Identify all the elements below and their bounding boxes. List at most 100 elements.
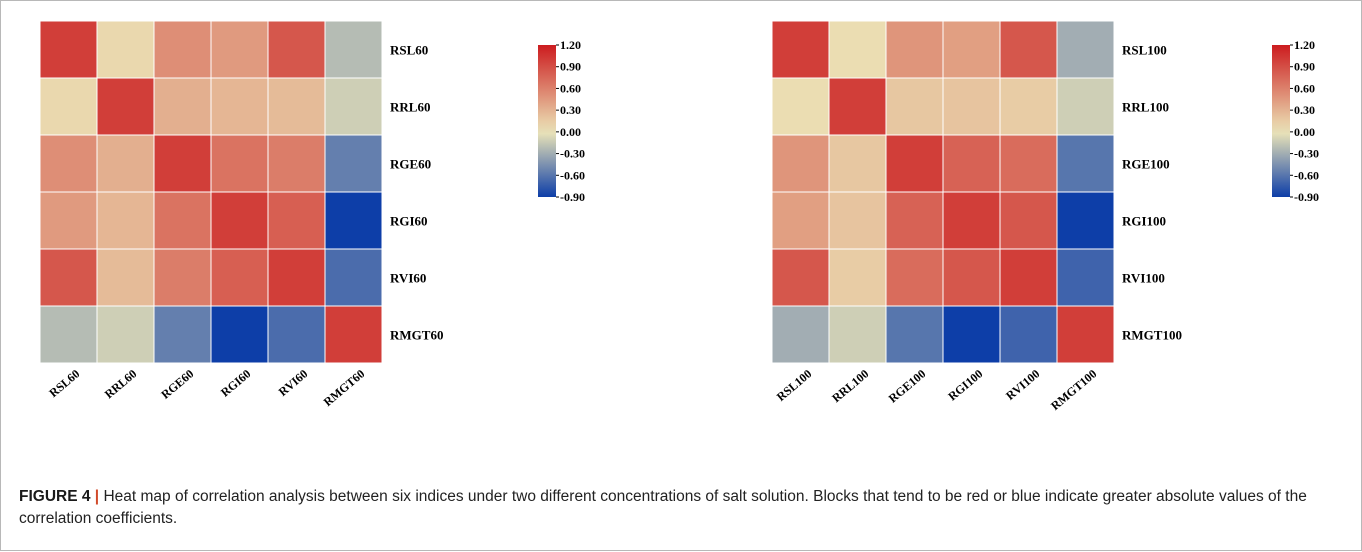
heatmap-cell (942, 20, 1001, 79)
heatmap-cell (942, 248, 1001, 307)
row-label: RRL60 (390, 100, 430, 115)
heatmap-cell (39, 134, 98, 193)
heatmap-cell (999, 248, 1058, 307)
heatmap-cell (999, 191, 1058, 250)
heatmap-cell (1056, 248, 1115, 307)
heatmap-cell (96, 248, 155, 307)
heatmap-cell (39, 20, 98, 79)
heatmap-cell (942, 77, 1001, 136)
heatmap-cell (210, 134, 269, 193)
heatmap-cell (96, 77, 155, 136)
colorbar-tick-label: 0.30 (1294, 103, 1315, 117)
heatmap-cell (771, 20, 830, 79)
colorbar (538, 45, 556, 197)
colorbar-tick-label: 0.00 (1294, 125, 1315, 139)
heatmap-cell (324, 191, 383, 250)
heatmap-cell (942, 134, 1001, 193)
column-label: RGE100 (886, 367, 929, 406)
heatmap-cell (153, 134, 212, 193)
heatmap-cell (267, 248, 326, 307)
colorbar-tick-label: 0.90 (560, 60, 581, 74)
heatmap-cell (942, 191, 1001, 250)
column-label: RGE60 (158, 367, 196, 402)
row-label: RGE100 (1122, 157, 1170, 172)
heatmap-cell (771, 191, 830, 250)
row-label: RSL100 (1122, 43, 1167, 58)
column-label: RVI60 (276, 367, 311, 399)
heatmap-cell (885, 134, 944, 193)
column-label: RMGT100 (1048, 367, 1099, 413)
heatmap-cell (210, 248, 269, 307)
heatmap-cell (96, 191, 155, 250)
heatmap-cell (885, 305, 944, 364)
colorbar-tick-label: -0.90 (560, 190, 585, 204)
colorbar-tick-label: 0.90 (1294, 60, 1315, 74)
column-label: RRL100 (829, 367, 871, 406)
heatmap-cell (771, 248, 830, 307)
row-label: RGI60 (390, 214, 428, 229)
heatmap-cell (771, 305, 830, 364)
heatmap-cell (828, 134, 887, 193)
colorbar-tick-label: 0.60 (1294, 81, 1315, 95)
colorbar-tick-label: 1.20 (1294, 38, 1315, 52)
row-label: RVI100 (1122, 271, 1165, 286)
row-label: RMGT100 (1122, 328, 1182, 343)
row-label: RVI60 (390, 271, 426, 286)
column-label: RSL100 (774, 367, 815, 404)
heatmap-cell (96, 305, 155, 364)
heatmap-1: RSL60 RRL60 RGE60 RGI60 RVI60 RMGT60 RSL60 RRL6… (39, 20, 585, 409)
heatmap-cell (39, 77, 98, 136)
heatmap-cell (771, 134, 830, 193)
heatmap-cell (210, 77, 269, 136)
heatmap-cell (324, 20, 383, 79)
heatmap-cell (1056, 77, 1115, 136)
heatmap-cell (1056, 20, 1115, 79)
colorbar-tick-label: -0.30 (1294, 147, 1319, 161)
colorbar-tick-label: -0.30 (560, 147, 585, 161)
heatmap-cell (885, 20, 944, 79)
figure-label: FIGURE 4 (19, 488, 91, 505)
column-label: RMGT60 (321, 367, 368, 409)
heatmap-cell (771, 77, 830, 136)
heatmap-cell (153, 191, 212, 250)
heatmap-cell (828, 77, 887, 136)
colorbar (1272, 45, 1290, 197)
row-label: RGE60 (390, 157, 431, 172)
heatmap-cell (153, 305, 212, 364)
heatmap-cell (885, 77, 944, 136)
heatmap-cell (267, 77, 326, 136)
row-label: RRL100 (1122, 100, 1169, 115)
heatmap-cell (828, 305, 887, 364)
colorbar-tick-label: -0.60 (1294, 168, 1319, 182)
heatmap-cell (153, 77, 212, 136)
heatmap-cell (1056, 134, 1115, 193)
column-label: RVI100 (1003, 367, 1042, 403)
column-label: RGI100 (945, 367, 985, 404)
colorbar-tick-label: 1.20 (560, 38, 581, 52)
heatmap-cell (39, 191, 98, 250)
heatmap-cell (153, 248, 212, 307)
heatmap-cell (324, 305, 383, 364)
heatmap-cell (267, 191, 326, 250)
heatmap-cell (885, 248, 944, 307)
colorbar-tick-label: 0.00 (560, 125, 581, 139)
heatmap-cell (39, 248, 98, 307)
heatmap-2: RSL100RRL100RGE100RGI100RVI100RMGT100RSL… (771, 20, 1319, 413)
colorbar-tick-label: -0.60 (560, 168, 585, 182)
heatmap-cell (942, 305, 1001, 364)
caption-separator: | (94, 488, 100, 505)
heatmap-cell (1056, 305, 1115, 364)
heatmap-cell (999, 305, 1058, 364)
heatmap-cell (267, 134, 326, 193)
column-label: RGI60 (218, 367, 254, 400)
heatmap-cell (999, 77, 1058, 136)
colorbar-tick-label: 0.60 (560, 81, 581, 95)
row-label: RGI100 (1122, 214, 1166, 229)
heatmap-cell (96, 20, 155, 79)
heatmap-cell (1056, 191, 1115, 250)
heatmap-cell (210, 305, 269, 364)
heatmap-cell (828, 20, 887, 79)
heatmap-cell (999, 20, 1058, 79)
